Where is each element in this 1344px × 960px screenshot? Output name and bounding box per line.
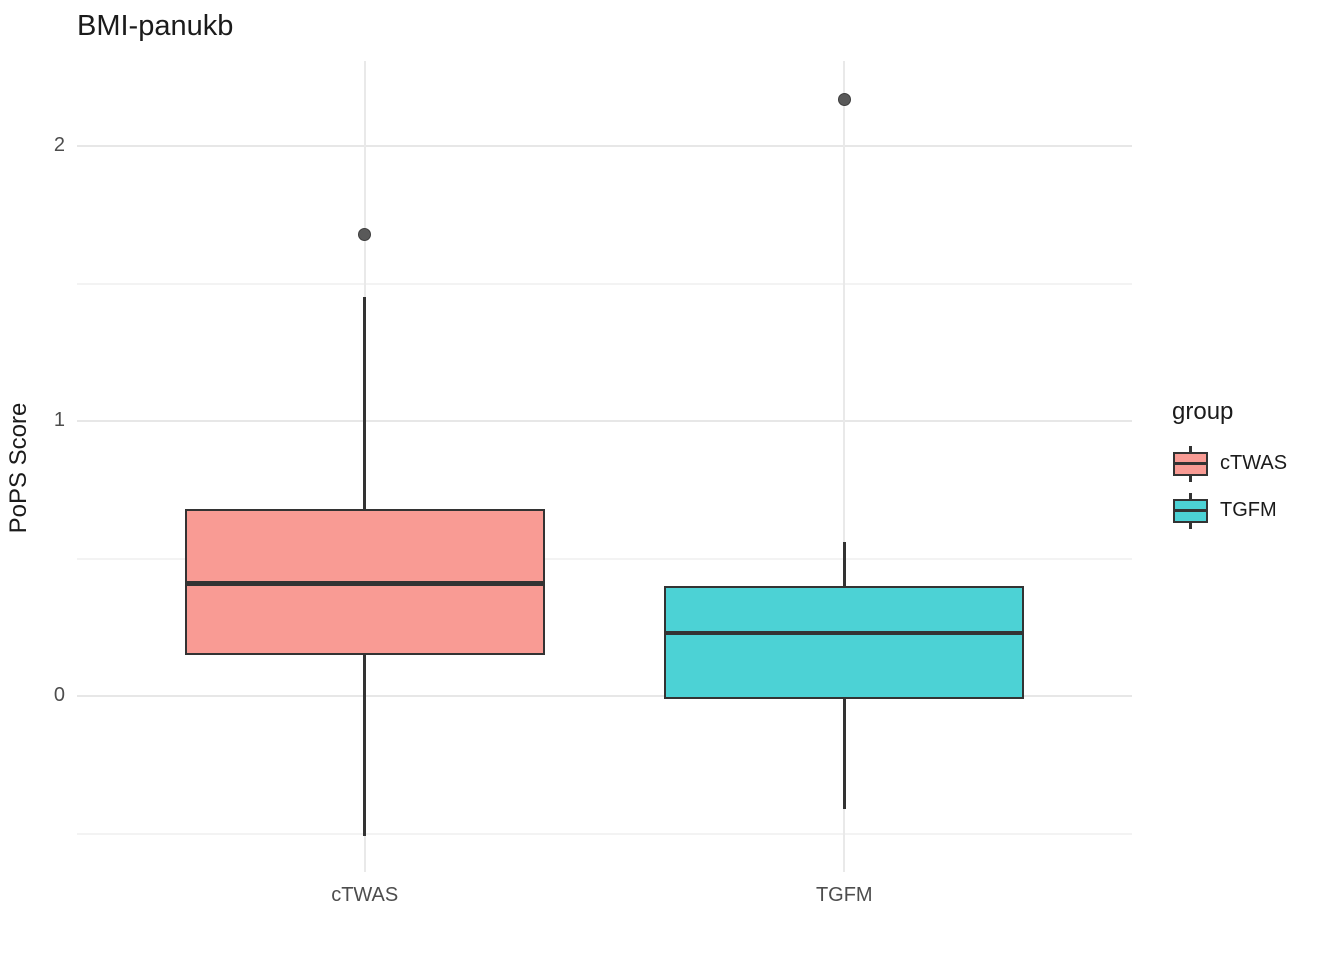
legend: group cTWAS TGFM [1172, 398, 1342, 534]
plot-panel [77, 61, 1132, 872]
gridline-major [77, 145, 1132, 148]
x-tick-label: cTWAS [331, 884, 399, 906]
gridline-major [77, 420, 1132, 423]
chart-title: BMI-panukb [77, 10, 234, 42]
gridline-minor [77, 557, 1132, 560]
legend-entry: TGFM [1172, 487, 1342, 534]
legend-key-boxplot-icon [1172, 492, 1208, 529]
legend-entries: cTWAS TGFM [1172, 440, 1342, 534]
legend-key-boxplot-icon [1172, 445, 1208, 482]
legend-entry-label: TGFM [1220, 499, 1277, 521]
legend-title: group [1172, 398, 1234, 425]
legend-key-median [1172, 462, 1208, 465]
y-tick-label: 2 [53, 134, 65, 157]
gridline-vertical [843, 61, 846, 872]
legend-key-median [1172, 509, 1208, 512]
gridline-major [77, 695, 1132, 698]
y-axis-title: PoPS Score [5, 402, 32, 534]
boxplot-median [184, 581, 545, 586]
boxplot-box [664, 586, 1025, 699]
x-tick-label: TGFM [815, 884, 873, 906]
legend-entry-label: cTWAS [1220, 452, 1288, 474]
y-tick-label: 0 [53, 684, 65, 707]
gridline-minor [77, 282, 1132, 285]
legend-entry: cTWAS [1172, 440, 1342, 487]
y-tick-label: 1 [53, 409, 65, 432]
outlier-point [837, 92, 851, 106]
outlier-point [358, 227, 372, 241]
gridline-minor [77, 832, 1132, 835]
boxplot-median [664, 630, 1025, 636]
